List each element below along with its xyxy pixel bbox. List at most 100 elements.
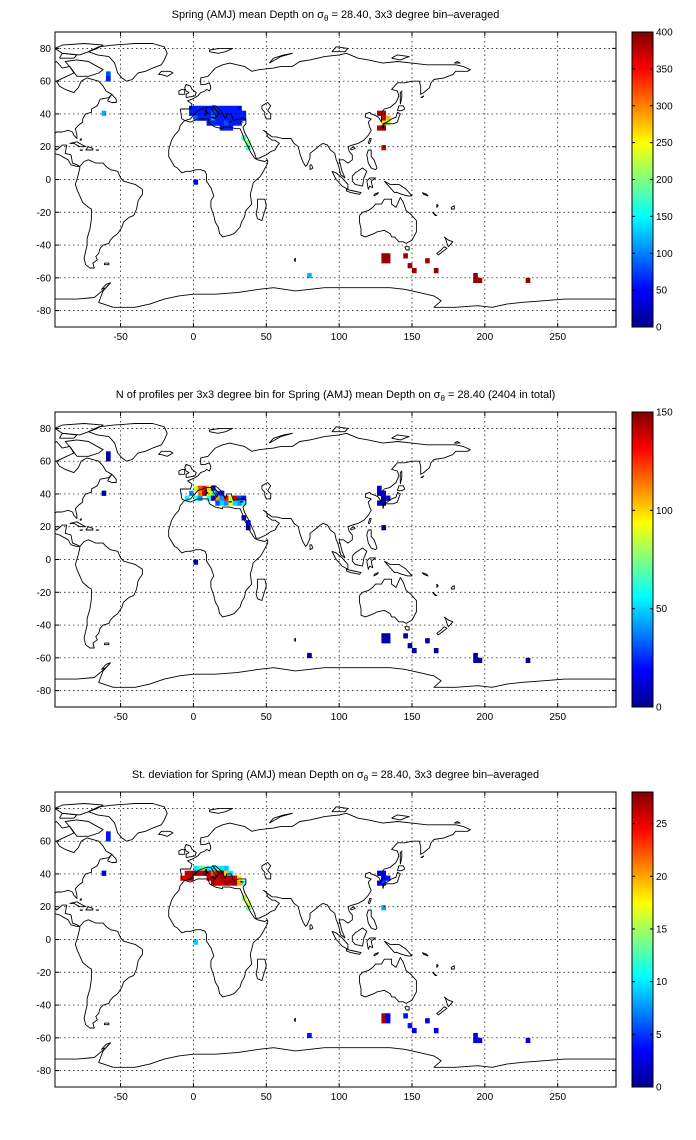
y-tick-label: 0 [45,935,51,946]
colorbar-tick-label: 10 [656,977,668,988]
data-cell [206,490,212,496]
coast-antarctica [55,282,616,308]
coast-new-guinea [383,940,413,957]
coast-crete [228,121,232,123]
x-tick-label: -50 [113,1092,128,1103]
x-tick-label: 50 [261,332,273,343]
coast-ellesmere [55,43,104,56]
panel-title: N of profiles per 3x3 degree bin for Spr… [116,389,556,403]
coast-philippines [366,149,378,171]
data-cell [381,253,387,259]
data-cell [206,875,212,881]
data-cell [197,490,203,496]
coast-ellesmere [55,803,104,816]
data-cell [241,110,247,116]
coast-sakhalin [399,90,403,105]
coast-sakhalin [399,470,403,485]
y-tick-label: 20 [40,902,52,913]
data-cell [215,880,220,886]
colorbar-gradient [631,31,654,328]
data-cell [307,652,312,659]
coast-kerguelen [293,257,296,262]
y-tick-label: 80 [40,424,52,435]
data-cell [193,495,199,501]
coast-ireland [178,848,186,855]
y-tick-label: 80 [40,44,52,55]
data-cell [385,1018,391,1024]
data-cell [433,268,439,274]
data-cell [106,831,111,837]
coast-australia [359,197,417,244]
data-cell [433,1028,439,1034]
data-cell [101,870,107,876]
coast-sicily [210,496,216,500]
coast-japan [382,491,401,509]
y-tick-label: 20 [40,142,52,153]
coast-svalbard [209,47,234,54]
data-cell [219,875,225,881]
coast-cuba [69,521,87,528]
colorbar-tick-label: 100 [656,249,673,260]
coastlines [55,423,616,688]
coast-new-zealand-north [443,236,454,248]
coast-hainan [350,906,356,911]
data-cell [385,875,391,881]
data-cell [189,105,194,111]
data-cell [228,115,234,121]
colorbar-tick-label: 350 [656,64,673,75]
data-cell [228,875,234,881]
coast-eurasia [179,432,471,559]
coast-new-zealand-south [436,1006,448,1016]
coast-ireland [178,88,186,95]
coast-new-siberian [391,54,410,61]
coast-eurasia [179,812,471,939]
data-cell [210,105,216,111]
x-tick-label: 200 [477,1092,494,1103]
data-cell [224,500,229,506]
data-cell [228,110,234,116]
data-cell [232,110,238,116]
coast-caspian [261,482,272,500]
coast-baffin [64,819,104,837]
coast-hispaniola [85,146,94,151]
coast-sri-lanka [309,924,314,931]
data-cell [215,500,220,506]
coast-timor [373,572,379,577]
data-cell [237,105,242,111]
y-tick-label: -40 [37,621,52,632]
data-cell [381,525,387,531]
data-cell [224,870,229,876]
coast-antarctica [55,1042,616,1068]
data-cell [385,115,391,121]
data-cell [106,71,111,77]
data-cell [224,875,229,881]
x-tick-label: 100 [331,712,348,723]
coast-north-america [55,821,113,927]
title-main: N of profiles per 3x3 degree bin for Spr… [116,389,441,401]
data-cell [197,495,203,501]
data-cell [184,870,190,876]
coast-solomons [421,192,429,197]
data-cell [215,115,220,121]
data-cell [307,1032,312,1039]
data-cell [224,110,229,116]
map-frame [54,411,617,708]
coast-corsica [204,108,207,113]
data-cell [224,105,229,111]
data-cell [237,120,242,126]
y-tick-label: -40 [37,1001,52,1012]
coast-cuba [69,141,87,148]
coast-sulawesi [366,177,377,190]
colorbar-tick-label: 0 [656,323,662,334]
x-tick-label: 200 [477,712,494,723]
coast-south-america [74,539,143,649]
colorbar: 150 100 50 0 [631,408,673,714]
coast-new-siberian [391,814,410,821]
data-cell [477,277,483,284]
colorbar-tick-label: 50 [656,604,668,615]
data-cell [381,905,387,911]
data-cell [206,485,212,491]
coast-falklands [104,262,110,266]
